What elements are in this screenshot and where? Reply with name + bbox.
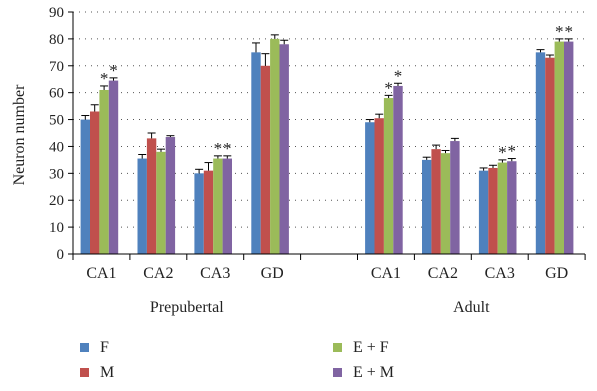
bar xyxy=(535,52,546,255)
bar xyxy=(545,57,555,254)
legend-label: F xyxy=(100,339,109,356)
bar xyxy=(440,153,451,254)
bar xyxy=(450,141,460,254)
bar xyxy=(108,80,119,254)
axes xyxy=(68,11,586,260)
y-tick-label: 30 xyxy=(49,166,64,182)
significance-star: * xyxy=(555,22,564,41)
significance-star: * xyxy=(223,139,232,158)
significance-star: * xyxy=(564,22,573,41)
legend: FM E + F E + M xyxy=(80,339,394,381)
bar xyxy=(422,159,432,254)
x-tick-label: CA1 xyxy=(86,265,116,282)
y-tick-label: 50 xyxy=(49,113,64,129)
bar xyxy=(137,158,147,254)
bar xyxy=(165,137,176,254)
bar xyxy=(374,118,384,254)
significance-star: * xyxy=(384,78,393,97)
legend-label: E + M xyxy=(353,364,394,381)
x-tick-label: CA3 xyxy=(200,265,230,282)
x-tick-labels: CA1 CA2 CA3 GD CA1 CA2 CA3 GD xyxy=(86,265,568,282)
significance-star: * xyxy=(498,143,507,162)
bar xyxy=(431,149,441,254)
legend-item: M xyxy=(80,364,114,381)
group-label: Adult xyxy=(453,299,490,316)
bar xyxy=(383,98,394,255)
legend-label: M xyxy=(100,364,114,381)
bar xyxy=(194,173,204,254)
bar xyxy=(393,85,403,254)
significance-star: * xyxy=(100,69,109,88)
significance-star: * xyxy=(214,139,223,158)
bar xyxy=(554,41,564,255)
y-tick-labels: 0 10 20 30 40 50 60 70 80 90 xyxy=(49,5,64,263)
x-tick-label: GD xyxy=(261,265,284,282)
legend-swatch xyxy=(80,343,89,352)
bar xyxy=(80,119,90,254)
legend-label: E + F xyxy=(353,339,389,356)
legend-swatch xyxy=(333,343,342,352)
y-tick-label: 20 xyxy=(49,193,64,209)
bar xyxy=(507,161,517,254)
bar xyxy=(222,158,232,254)
y-tick-label: 40 xyxy=(49,139,64,155)
bar xyxy=(270,38,280,255)
group-label: Prepubertal xyxy=(150,299,224,316)
bar xyxy=(146,138,157,254)
bar xyxy=(213,158,223,254)
legend-swatch xyxy=(333,368,342,377)
significance-star: * xyxy=(394,66,403,85)
y-tick-label: 80 xyxy=(49,32,64,48)
bar xyxy=(156,151,166,254)
significance-star: * xyxy=(109,61,118,80)
x-tick-label: CA1 xyxy=(371,265,401,282)
x-tick-label: CA2 xyxy=(428,265,458,282)
y-axis-label: Neuron number xyxy=(11,84,28,186)
bar xyxy=(564,41,574,255)
legend-swatch xyxy=(80,368,89,377)
significance-star: * xyxy=(508,142,517,161)
legend-item: E + M xyxy=(333,364,394,381)
x-tick-label: GD xyxy=(545,265,568,282)
y-tick-label: 70 xyxy=(49,59,64,75)
bar xyxy=(497,162,508,254)
bar xyxy=(90,111,100,254)
bar xyxy=(488,167,498,254)
legend-item: F xyxy=(80,339,109,356)
bar xyxy=(279,44,289,255)
bar xyxy=(251,52,261,255)
y-tick-label: 10 xyxy=(49,220,64,236)
y-tick-label: 60 xyxy=(49,86,64,102)
x-tick-label: CA3 xyxy=(485,265,515,282)
bar xyxy=(260,65,271,255)
y-tick-label: 0 xyxy=(57,247,65,263)
x-tick-label: CA2 xyxy=(143,265,173,282)
bars: * ** **** ** * xyxy=(80,22,574,255)
bar xyxy=(99,89,109,254)
bar xyxy=(365,122,375,254)
group-labels: Prepubertal Adult xyxy=(150,299,490,316)
bar xyxy=(203,170,214,254)
legend-item: E + F xyxy=(333,339,389,356)
y-tick-label: 90 xyxy=(49,5,64,21)
bar xyxy=(478,170,489,254)
